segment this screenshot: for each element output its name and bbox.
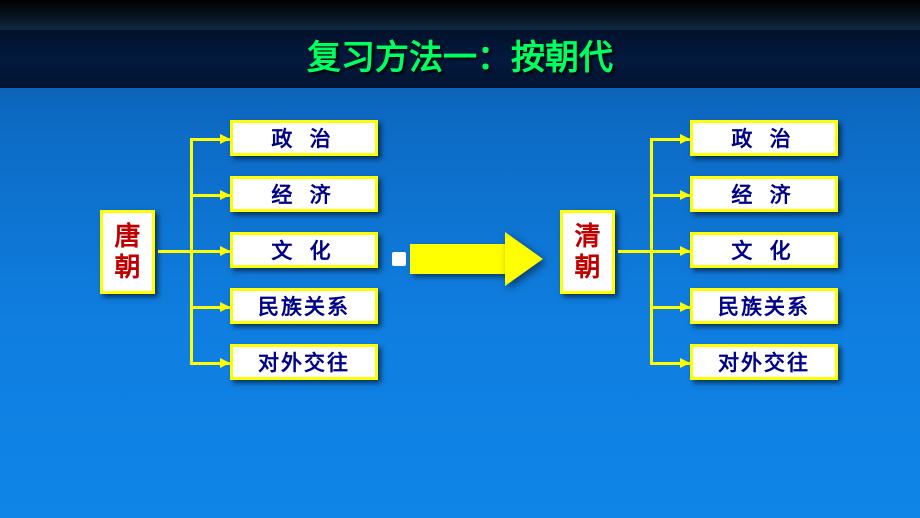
arrowhead-icon — [680, 134, 690, 144]
arrowhead-icon — [680, 246, 690, 256]
arrowhead-icon — [220, 246, 230, 256]
branch-box: 经 济 — [690, 176, 838, 212]
root-box-qing: 清 朝 — [560, 210, 615, 294]
slide-marker — [392, 252, 406, 266]
big-arrow — [410, 232, 540, 286]
connector-trunk — [158, 250, 190, 253]
big-arrow-head-icon — [505, 232, 543, 286]
root-char-2: 朝 — [574, 252, 600, 283]
group-qing: 清 朝 政 治 经 济 文 化 民族关系 对外交往 — [560, 120, 850, 380]
top-strip — [0, 0, 920, 30]
branch-box: 政 治 — [230, 120, 378, 156]
branch-box: 政 治 — [690, 120, 838, 156]
branch-box: 文 化 — [690, 232, 838, 268]
arrowhead-icon — [680, 302, 690, 312]
root-char-2: 朝 — [114, 252, 140, 283]
arrowhead-icon — [220, 190, 230, 200]
arrowhead-icon — [220, 358, 230, 368]
branch-box: 经 济 — [230, 176, 378, 212]
branch-box: 对外交往 — [690, 344, 838, 380]
arrowhead-icon — [680, 190, 690, 200]
branch-box: 民族关系 — [230, 288, 378, 324]
arrowhead-icon — [680, 358, 690, 368]
arrowhead-icon — [220, 134, 230, 144]
big-arrow-shaft — [410, 244, 505, 274]
branch-box: 对外交往 — [230, 344, 378, 380]
branch-box: 民族关系 — [690, 288, 838, 324]
connector-trunk — [618, 250, 650, 253]
root-char-1: 唐 — [114, 221, 140, 252]
slide-title: 复习方法一：按朝代 — [0, 30, 920, 88]
arrowhead-icon — [220, 302, 230, 312]
root-char-1: 清 — [574, 221, 600, 252]
branch-box: 文 化 — [230, 232, 378, 268]
group-tang: 唐 朝 政 治 经 济 文 化 民族关系 对外交往 — [100, 120, 390, 380]
root-box-tang: 唐 朝 — [100, 210, 155, 294]
